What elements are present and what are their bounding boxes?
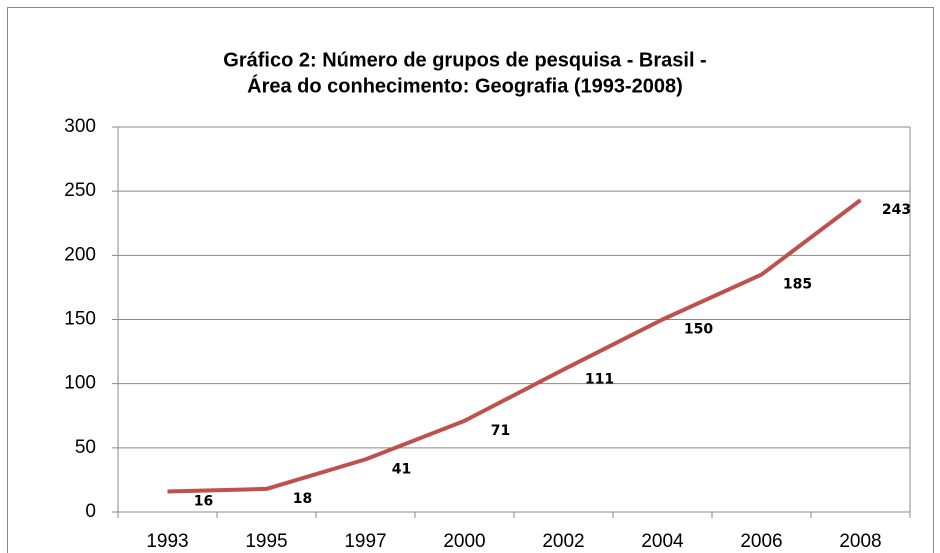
data-label: 243 bbox=[882, 202, 911, 218]
data-label: 111 bbox=[585, 372, 614, 388]
y-tick-label: 300 bbox=[64, 116, 96, 137]
y-tick-label: 150 bbox=[64, 309, 96, 330]
data-label: 18 bbox=[293, 491, 312, 507]
data-label: 185 bbox=[783, 277, 812, 293]
x-tick-label: 2000 bbox=[443, 531, 485, 552]
y-tick-label: 50 bbox=[75, 437, 96, 458]
y-tick-label: 100 bbox=[64, 373, 96, 394]
x-tick-label: 1997 bbox=[344, 531, 386, 552]
data-label: 41 bbox=[392, 461, 411, 477]
x-tick-label: 1993 bbox=[146, 531, 188, 552]
line bbox=[167, 198, 862, 494]
x-tick-label: 2006 bbox=[740, 531, 782, 552]
y-tick-label: 250 bbox=[64, 180, 96, 201]
x-tick-label: 2002 bbox=[542, 531, 584, 552]
data-label: 71 bbox=[491, 423, 510, 439]
chart-title: Gráfico 2: Número de grupos de pesquisa … bbox=[223, 49, 706, 71]
y-tick-label: 0 bbox=[85, 501, 96, 522]
chart-border bbox=[7, 7, 934, 553]
y-tick-label: 200 bbox=[64, 244, 96, 265]
x-tick-label: 1995 bbox=[245, 531, 287, 552]
x-tick-label: 2008 bbox=[839, 531, 881, 552]
x-tick-label: 2004 bbox=[641, 531, 684, 552]
data-label: 16 bbox=[194, 493, 213, 509]
chart-title: Área do conhecimento: Geografia (1993-20… bbox=[247, 74, 683, 97]
data-label: 150 bbox=[684, 322, 713, 338]
